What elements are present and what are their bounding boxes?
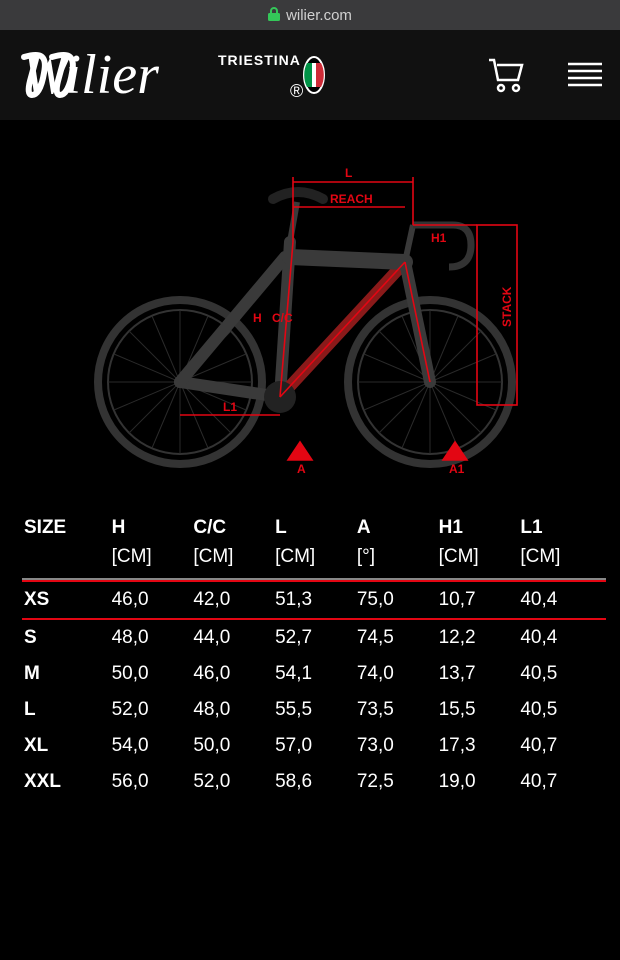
value-cell: 15,5 (437, 692, 519, 728)
value-cell: 40,4 (518, 619, 606, 656)
value-cell: 50,0 (191, 728, 273, 764)
value-cell: 74,5 (355, 619, 437, 656)
value-cell: 54,1 (273, 656, 355, 692)
geom-label-h: H (253, 311, 262, 325)
menu-icon[interactable] (568, 62, 602, 88)
col-unit: [°] (355, 546, 437, 578)
value-cell: 10,7 (437, 581, 519, 618)
page-content: L REACH H C/C L1 A A1 STACK H1 SIZEHC/CL… (0, 120, 620, 800)
size-cell: XS (22, 581, 110, 618)
size-cell: XXL (22, 764, 110, 800)
table-row[interactable]: L52,048,055,573,515,540,5 (22, 692, 606, 728)
col-header: L1 (518, 510, 606, 546)
geom-label-h1: H1 (431, 231, 447, 245)
svg-text:®: ® (290, 81, 303, 101)
col-header: H (110, 510, 192, 546)
size-cell: L (22, 692, 110, 728)
value-cell: 40,5 (518, 692, 606, 728)
geom-label-reach: REACH (330, 192, 373, 206)
value-cell: 56,0 (110, 764, 192, 800)
value-cell: 51,3 (273, 581, 355, 618)
cart-icon[interactable] (486, 57, 526, 93)
geometry-diagram: L REACH H C/C L1 A A1 STACK H1 (0, 132, 620, 492)
size-cell: XL (22, 728, 110, 764)
col-header: A (355, 510, 437, 546)
value-cell: 19,0 (437, 764, 519, 800)
value-cell: 74,0 (355, 656, 437, 692)
value-cell: 73,0 (355, 728, 437, 764)
brand-logo[interactable]: Wilier TRIESTINA ® (18, 45, 338, 105)
col-header: SIZE (22, 510, 110, 546)
table-row[interactable]: M50,046,054,174,013,740,5 (22, 656, 606, 692)
value-cell: 73,5 (355, 692, 437, 728)
geom-label-a: A (297, 462, 306, 476)
value-cell: 50,0 (110, 656, 192, 692)
value-cell: 40,7 (518, 764, 606, 800)
bike-geometry-svg: L REACH H C/C L1 A A1 STACK H1 (75, 147, 545, 477)
svg-text:Wilier: Wilier (22, 45, 159, 105)
value-cell: 46,0 (110, 581, 192, 618)
value-cell: 52,0 (110, 692, 192, 728)
value-cell: 48,0 (191, 692, 273, 728)
value-cell: 40,5 (518, 656, 606, 692)
value-cell: 42,0 (191, 581, 273, 618)
geom-label-cc: C/C (272, 311, 293, 325)
value-cell: 57,0 (273, 728, 355, 764)
svg-text:TRIESTINA: TRIESTINA (218, 52, 301, 68)
col-header: C/C (191, 510, 273, 546)
value-cell: 54,0 (110, 728, 192, 764)
value-cell: 13,7 (437, 656, 519, 692)
table-body: XS46,042,051,375,010,740,4S48,044,052,77… (22, 579, 606, 800)
browser-url-bar: wilier.com (0, 0, 620, 30)
value-cell: 75,0 (355, 581, 437, 618)
col-unit: [CM] (437, 546, 519, 578)
wilier-logo-icon: Wilier TRIESTINA ® (18, 45, 338, 105)
geom-label-a1: A1 (449, 462, 465, 476)
value-cell: 72,5 (355, 764, 437, 800)
browser-url-text: wilier.com (286, 7, 352, 24)
col-unit (22, 546, 110, 578)
value-cell: 40,7 (518, 728, 606, 764)
table-row[interactable]: XS46,042,051,375,010,740,4 (22, 581, 606, 618)
value-cell: 44,0 (191, 619, 273, 656)
value-cell: 48,0 (110, 619, 192, 656)
col-unit: [CM] (191, 546, 273, 578)
value-cell: 52,0 (191, 764, 273, 800)
geom-label-l1: L1 (223, 400, 237, 414)
table-header-row: SIZEHC/CLAH1L1 (22, 510, 606, 546)
col-header: L (273, 510, 355, 546)
table-row[interactable]: XXL56,052,058,672,519,040,7 (22, 764, 606, 800)
size-cell: M (22, 656, 110, 692)
geometry-table: SIZEHC/CLAH1L1 [CM][CM][CM][°][CM][CM] X… (0, 492, 620, 800)
col-unit: [CM] (273, 546, 355, 578)
geom-label-l: L (345, 166, 352, 180)
value-cell: 52,7 (273, 619, 355, 656)
table-unit-row: [CM][CM][CM][°][CM][CM] (22, 546, 606, 578)
value-cell: 58,6 (273, 764, 355, 800)
col-unit: [CM] (110, 546, 192, 578)
table-row[interactable]: XL54,050,057,073,017,340,7 (22, 728, 606, 764)
geom-label-stack: STACK (500, 286, 514, 327)
site-header: Wilier TRIESTINA ® (0, 30, 620, 120)
table-row[interactable]: S48,044,052,774,512,240,4 (22, 619, 606, 656)
value-cell: 12,2 (437, 619, 519, 656)
lock-icon (268, 7, 280, 24)
value-cell: 40,4 (518, 581, 606, 618)
col-header: H1 (437, 510, 519, 546)
value-cell: 46,0 (191, 656, 273, 692)
value-cell: 17,3 (437, 728, 519, 764)
size-cell: S (22, 619, 110, 656)
value-cell: 55,5 (273, 692, 355, 728)
col-unit: [CM] (518, 546, 606, 578)
